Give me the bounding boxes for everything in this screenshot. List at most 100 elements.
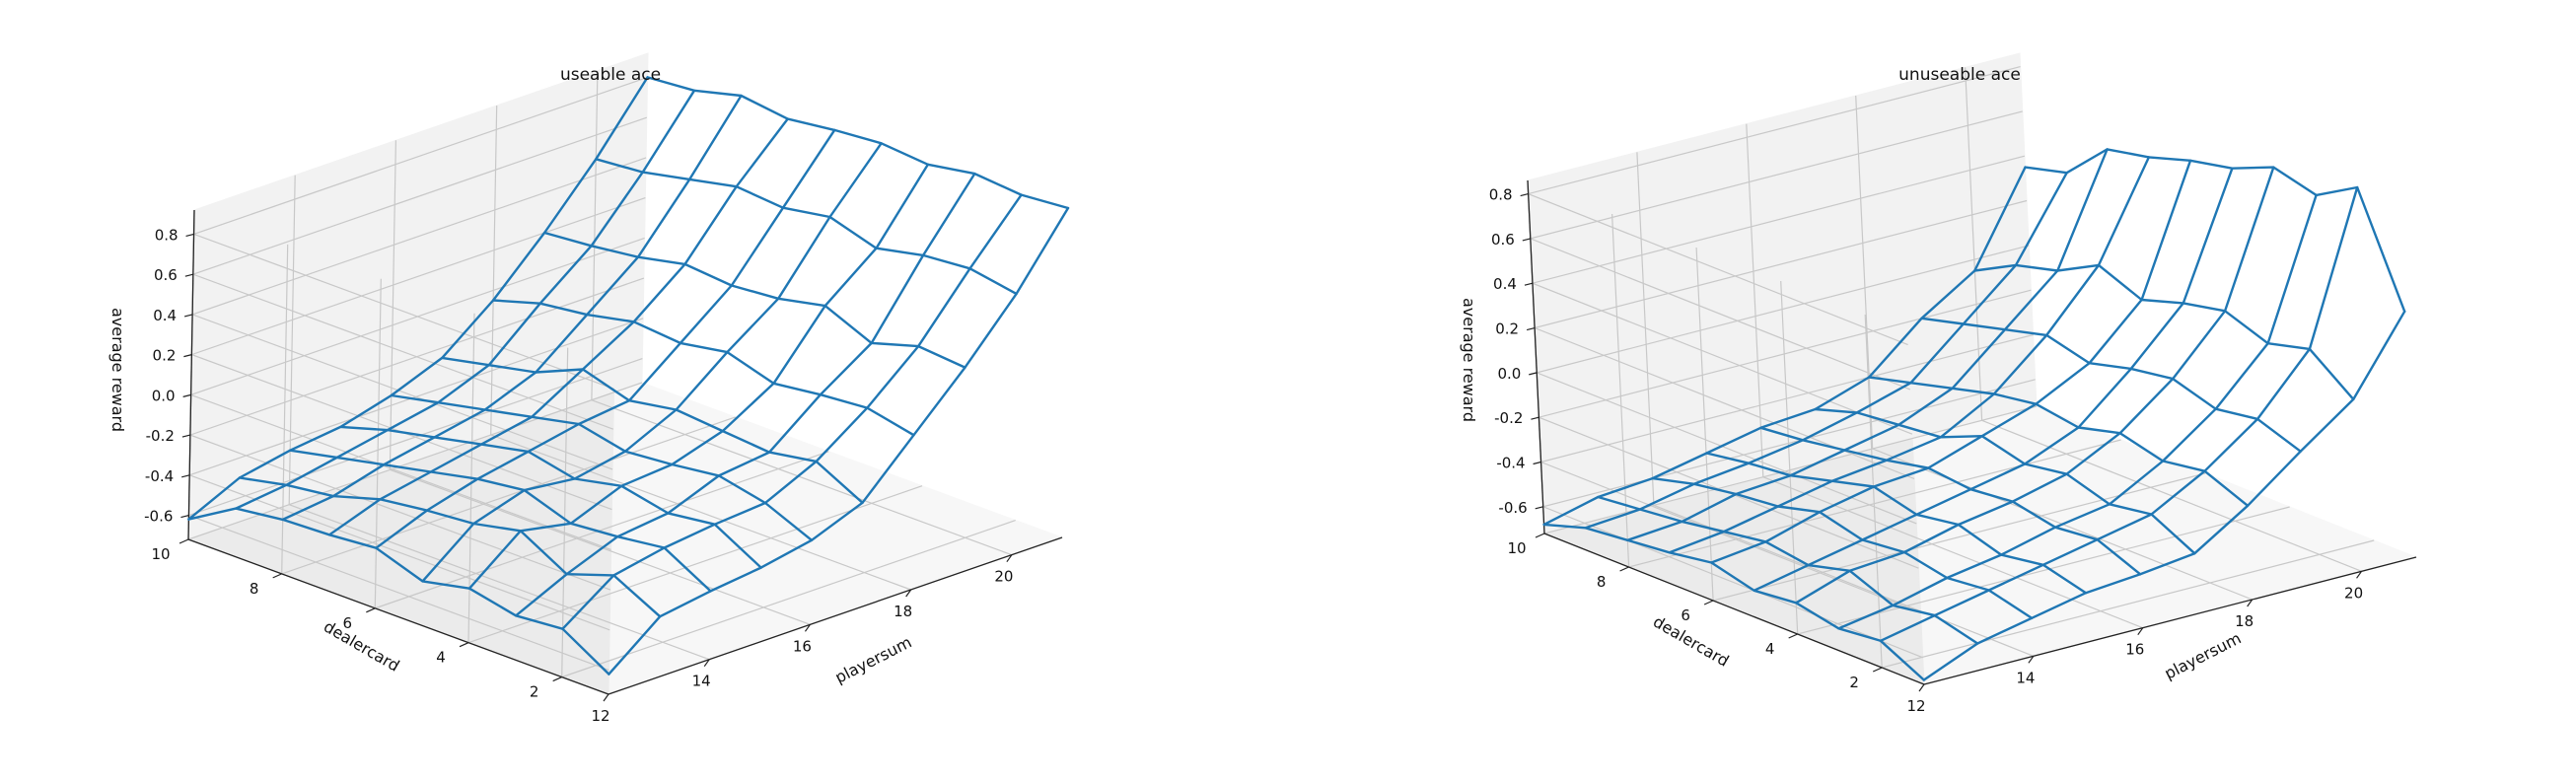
- surface-line-dealercard: [327, 117, 789, 536]
- z-tick-mark: [1533, 461, 1541, 465]
- x-tick-mark: [703, 659, 710, 668]
- surface-line-playersum: [646, 76, 1070, 210]
- surface-line-playersum: [1597, 495, 1979, 645]
- chart-title: useable ace: [560, 65, 661, 85]
- x-tick-label: 16: [793, 637, 812, 655]
- axes: [1527, 179, 2417, 685]
- z-tick-label: -0.6: [144, 508, 173, 526]
- y-tick-mark: [1872, 667, 1883, 673]
- surface-line-dealercard: [1668, 156, 2151, 554]
- x-tick-mark: [905, 589, 912, 598]
- surface-line-playersum: [390, 393, 814, 541]
- x-tick-label: 18: [894, 603, 912, 620]
- y-tick-label: 6: [343, 614, 353, 632]
- x-tick-mark: [2247, 599, 2254, 607]
- y-tick-label: 2: [530, 683, 539, 701]
- x-axis-label: playersum: [2162, 628, 2245, 682]
- z-tick-mark: [183, 314, 193, 318]
- surface-line-dealercard: [281, 94, 743, 522]
- x-axis-label: playersum: [832, 632, 915, 686]
- x-axis-line: [1923, 556, 2417, 685]
- x-tick-mark: [1006, 554, 1013, 563]
- y-tick-mark: [1535, 533, 1545, 538]
- surface-line-dealercard: [467, 163, 930, 590]
- surface-line-dealercard: [1922, 310, 2406, 681]
- z-axis-line: [1527, 179, 1545, 534]
- surface-line-dealercard: [421, 142, 883, 583]
- y-tick-label: 10: [151, 545, 170, 563]
- y-tick-label: 10: [1507, 539, 1526, 557]
- surface-line-dealercard: [1542, 166, 2027, 527]
- surface-line-playersum: [441, 356, 864, 504]
- surface-line-playersum: [1542, 523, 1926, 681]
- x-tick-mark: [603, 693, 609, 702]
- surface-line-dealercard: [375, 128, 836, 549]
- y-tick-mark: [1703, 600, 1714, 605]
- surface-line-playersum: [595, 158, 1018, 296]
- y-axis-label: dealercard: [321, 617, 402, 676]
- z-tick-label: -0.4: [1496, 455, 1525, 472]
- y-tick-mark: [459, 642, 469, 648]
- z-axis-label: average reward: [1460, 298, 1478, 422]
- x-tick-label: 12: [591, 707, 609, 725]
- z-tick-label: 0.8: [155, 226, 179, 244]
- surface-wireframe: [1542, 148, 2406, 681]
- z-tick-label: -0.4: [145, 467, 174, 485]
- surface-line-dealercard: [514, 172, 976, 617]
- z-tick-mark: [185, 233, 194, 238]
- tick-labels: 12 14 16 18 20 2 4 6 8 10 -0.6 -0.4 -0.2 0.0 0.2 0.4 0.6…: [144, 226, 1013, 725]
- y-tick-mark: [1619, 566, 1629, 572]
- z-tick-mark: [1535, 506, 1543, 510]
- z-tick-mark: [180, 514, 189, 519]
- surface-wireframe: [187, 76, 1070, 676]
- z-tick-label: 0.8: [1489, 186, 1513, 204]
- y-tick-mark: [272, 573, 282, 579]
- z-tick-label: -0.6: [1498, 499, 1527, 517]
- plot-area: 12 14 16 18 20 2 4 6 8 10 -0.6 -0.4 -0.2 0.0 0.2 0.4 0.6…: [144, 52, 1070, 725]
- chart-title: unuseable ace: [1898, 65, 2021, 85]
- surface-line-dealercard: [1879, 185, 2359, 642]
- y-tick-label: 2: [1849, 674, 1859, 691]
- z-axis-label: average reward: [108, 308, 127, 432]
- x-tick-label: 12: [1906, 697, 1925, 715]
- y-tick-label: 8: [1597, 573, 1607, 591]
- surface-line-playersum: [339, 425, 762, 569]
- surface-line-dealercard: [1584, 171, 2068, 530]
- z-tick-label: -0.2: [1494, 409, 1523, 427]
- y-axis-line: [187, 538, 609, 695]
- y-tick-mark: [366, 607, 376, 613]
- z-tick-mark: [184, 273, 193, 277]
- x-tick-mark: [1918, 683, 1925, 692]
- z-tick-mark: [1522, 238, 1531, 242]
- x-tick-mark: [2028, 655, 2035, 664]
- surface-line-playersum: [238, 476, 662, 618]
- z-tick-label: 0.6: [154, 266, 178, 284]
- z-tick-mark: [1524, 282, 1534, 286]
- x-tick-label: 20: [994, 568, 1013, 586]
- y-tick-mark: [179, 538, 189, 544]
- x-tick-label: 14: [692, 673, 711, 690]
- z-tick-label: 0.4: [1493, 275, 1517, 293]
- z-tick-label: 0.4: [153, 307, 177, 324]
- y-axis-line: [1543, 533, 1925, 685]
- surface-line-dealercard: [608, 206, 1070, 676]
- plot-area: 12 14 16 18 20 2 4 6 8 10 -0.6 -0.4 -0.2 0.0 0.2 0.4 0.6…: [1489, 52, 2418, 715]
- surface-line-dealercard: [1753, 167, 2234, 592]
- x-tick-label: 14: [2016, 669, 2035, 686]
- surface-line-playersum: [491, 299, 915, 437]
- y-tick-mark: [552, 676, 562, 682]
- surface-line-playersum: [2024, 148, 2406, 313]
- z-tick-mark: [1529, 372, 1538, 376]
- z-tick-mark: [182, 393, 191, 397]
- surface-line-playersum: [1759, 426, 2142, 576]
- surface-line-dealercard: [187, 76, 649, 521]
- z-tick-mark: [1520, 193, 1529, 197]
- z-tick-mark: [183, 354, 192, 358]
- y-tick-label: 8: [250, 580, 259, 598]
- surface-line-playersum: [542, 231, 966, 369]
- plot-useable-ace: 12 14 16 18 20 2 4 6 8 10 -0.6 -0.4 -0.2 0.0 0.2 0.4 0.6…: [108, 52, 1070, 725]
- z-tick-label: 0.2: [1495, 320, 1519, 338]
- surface-line-dealercard: [1837, 193, 2318, 630]
- surface-line-dealercard: [1710, 159, 2192, 564]
- z-tick-label: 0.0: [1497, 365, 1521, 383]
